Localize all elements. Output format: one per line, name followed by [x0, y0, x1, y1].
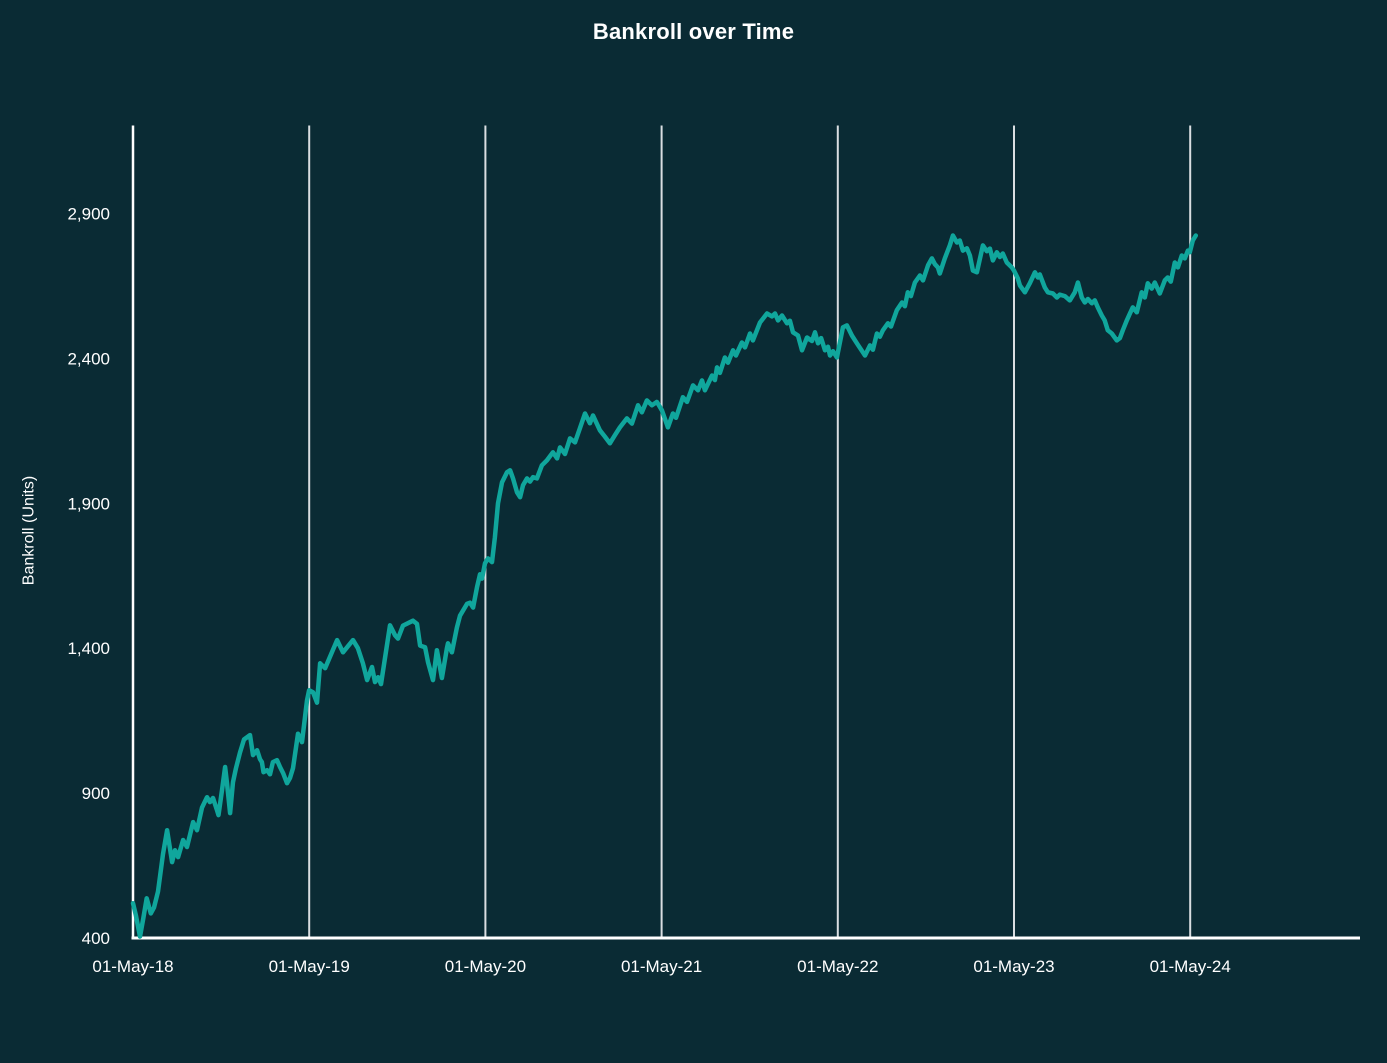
- x-tick-label: 01-May-18: [92, 957, 173, 976]
- x-tick-label: 01-May-24: [1150, 957, 1231, 976]
- x-tick-label: 01-May-21: [621, 957, 702, 976]
- x-tick-label: 01-May-20: [445, 957, 526, 976]
- x-tick-label: 01-May-23: [973, 957, 1054, 976]
- y-tick-label: 1,900: [67, 494, 110, 513]
- y-tick-label: 900: [82, 784, 110, 803]
- y-tick-label: 2,900: [67, 205, 110, 224]
- chart-title: Bankroll over Time: [592, 19, 795, 44]
- y-tick-label: 1,400: [67, 639, 110, 658]
- y-tick-label: 2,400: [67, 349, 110, 368]
- x-tick-label: 01-May-19: [269, 957, 350, 976]
- y-tick-label: 400: [82, 929, 110, 948]
- bankroll-line-series: [130, 233, 1199, 939]
- x-tick-label: 01-May-22: [797, 957, 878, 976]
